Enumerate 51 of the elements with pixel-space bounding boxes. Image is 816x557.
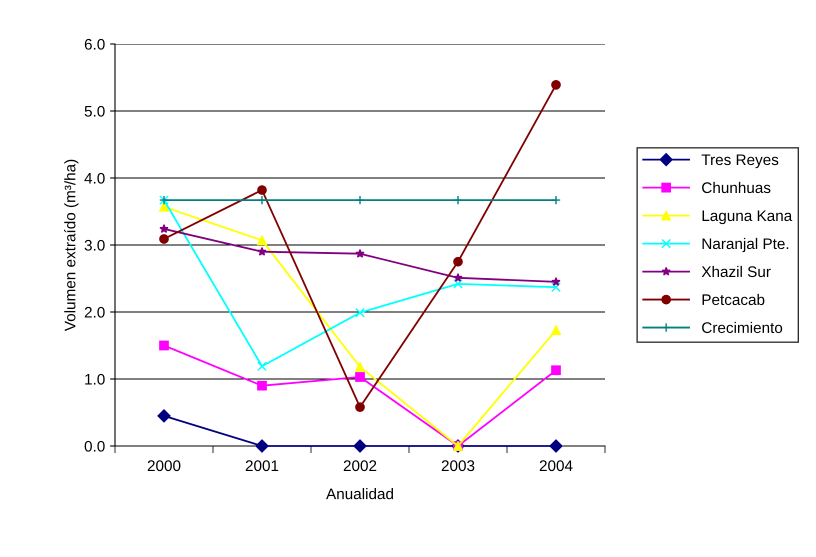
point (355, 362, 365, 372)
point (257, 380, 267, 391)
x-tick-label: 2003 (442, 460, 474, 472)
point (355, 402, 365, 412)
point (257, 246, 267, 256)
x-tick-label: 2000 (148, 460, 180, 472)
point (355, 195, 365, 205)
point (551, 365, 561, 376)
point (159, 234, 169, 244)
point (453, 272, 463, 282)
point (551, 80, 561, 90)
point (551, 276, 561, 286)
y-tick-label: 3.0 (84, 240, 105, 251)
x-axis-title: Anualidad (326, 488, 393, 500)
point (355, 248, 365, 258)
point (453, 279, 463, 289)
point (551, 325, 561, 335)
legend-label: Laguna Kana (702, 210, 792, 224)
point (355, 372, 365, 382)
point (159, 224, 169, 233)
y-tick-label: 6.0 (84, 38, 105, 50)
point (353, 439, 367, 453)
point (257, 235, 267, 246)
point (355, 308, 365, 318)
legend-label: Tres Reyes (702, 154, 778, 168)
legend-label: Petcacab (702, 294, 764, 306)
point (257, 195, 267, 205)
legend-label: Crecimiento (702, 322, 782, 334)
y-tick-label: 1.0 (85, 374, 105, 385)
point (159, 340, 169, 350)
legend-label: Chunhuas (702, 182, 770, 194)
point (551, 195, 561, 205)
point (551, 282, 561, 292)
legend-label: Xhazil Sur (702, 266, 771, 278)
point (257, 185, 267, 195)
point (549, 439, 563, 453)
point (257, 361, 267, 372)
x-tick-label: 2001 (246, 460, 278, 472)
y-tick-label: 4.0 (84, 172, 105, 184)
point (255, 439, 269, 453)
point (453, 256, 463, 267)
point (159, 202, 169, 212)
y-tick-label: 2.0 (84, 306, 105, 318)
y-tick-label: 0.0 (84, 440, 105, 452)
point (157, 409, 171, 422)
legend-label: Naranjal Pte. (702, 238, 788, 252)
x-tick-label: 2002 (344, 460, 376, 472)
x-tick-label: 2004 (540, 460, 573, 472)
y-axis-title: Volumen extraído (m³/ha) (64, 160, 78, 332)
point (453, 195, 463, 205)
y-tick-label: 5.0 (84, 106, 105, 117)
